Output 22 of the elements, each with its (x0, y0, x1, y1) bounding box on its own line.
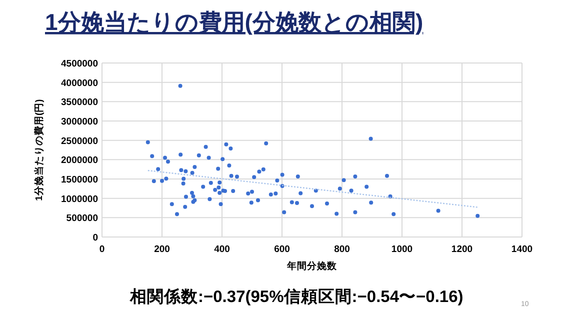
chart-title: 1分娩当たりの費用(分娩数との相関) (45, 9, 424, 35)
y-tick-label: 1000000 (61, 194, 98, 205)
y-tick-label: 4500000 (61, 58, 98, 70)
y-axis-title: 1分娩当たりの費用(円) (33, 99, 45, 201)
text: 相関係数:−0.37(95%信頼区間:−0.54〜−0.16) (129, 287, 464, 306)
y-tick-label: 500000 (66, 213, 98, 224)
x-axis-title: 年間分娩数 (286, 260, 338, 272)
y-tick-label: 4000000 (61, 78, 98, 89)
y-tick-label: 2000000 (61, 155, 98, 166)
y-tick-label: 1500000 (61, 174, 98, 186)
x-tick-label: 1400 (511, 244, 533, 255)
x-tick-label: 800 (334, 244, 350, 255)
y-tick-label: 3500000 (61, 97, 98, 108)
x-tick-label: 600 (274, 244, 290, 255)
y-tick-label: 0 (92, 232, 98, 244)
x-tick-label: 1000 (391, 244, 413, 255)
x-tick-label: 0 (99, 244, 105, 255)
y-tick-label: 2500000 (61, 136, 98, 147)
y-tick-label: 3000000 (61, 116, 98, 128)
x-tick-label: 400 (214, 244, 230, 255)
x-tick-label: 200 (154, 244, 170, 255)
x-tick-label: 1200 (451, 244, 473, 255)
